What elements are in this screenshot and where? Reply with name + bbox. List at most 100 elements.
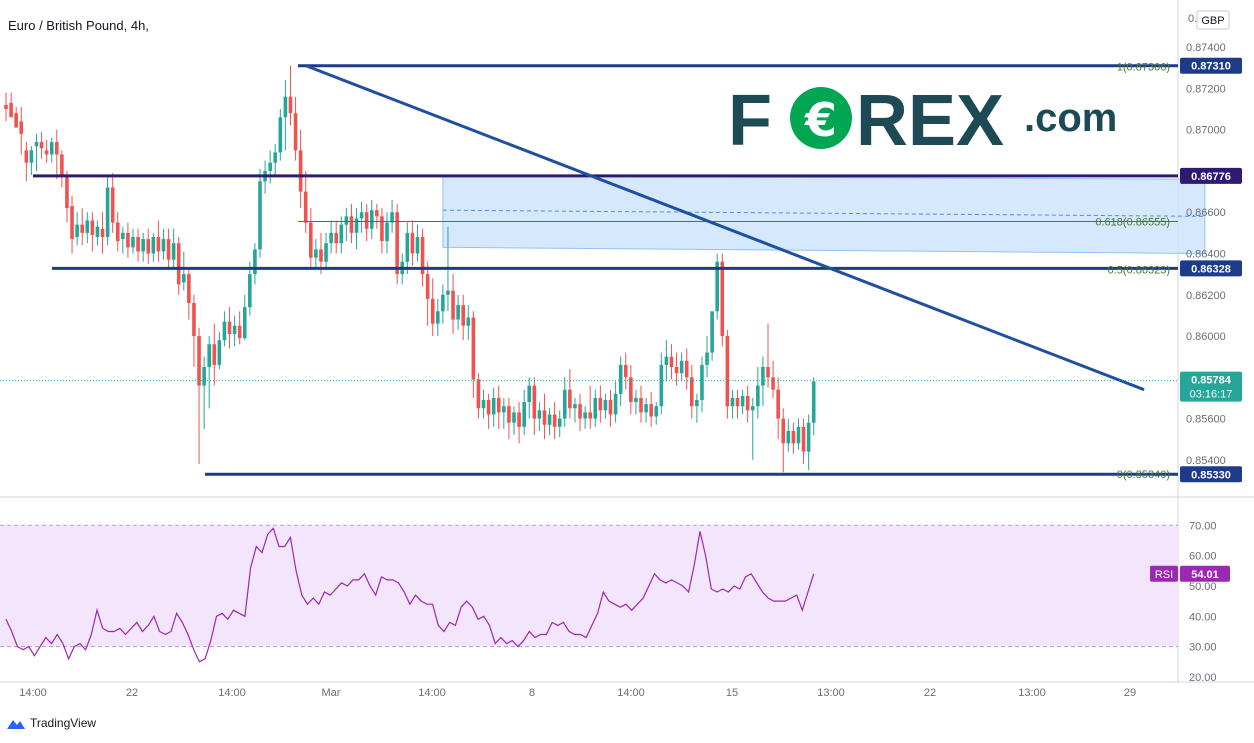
price-axis[interactable]: 0.87400 0.87200 0.87000 0.86600 0.86400 0.862…: [1150, 42, 1242, 684]
candle-body: [806, 422, 811, 452]
candle-body: [745, 395, 750, 411]
candle-body: [700, 364, 704, 401]
candle-body: [212, 344, 217, 365]
candle-body: [786, 430, 791, 444]
candle-body: [95, 226, 100, 237]
currency-button[interactable]: GBP: [1196, 10, 1230, 30]
candle-body: [217, 340, 222, 365]
fib-level-label: 1(0.87306): [1117, 62, 1170, 74]
fib-zone: [442, 175, 1206, 255]
candle-body: [283, 96, 288, 118]
candle-body: [380, 216, 384, 242]
candle-body: [674, 366, 679, 374]
candle-body: [811, 381, 816, 423]
candle-body: [39, 142, 44, 149]
candle-body: [334, 232, 338, 244]
rsi-tick-label: 40.00: [1189, 611, 1217, 623]
price-axis-label-text: 0.85784: [1191, 375, 1232, 387]
price-axis-label-text: 0.86328: [1191, 263, 1231, 275]
candle-body: [34, 142, 39, 147]
candle-body: [496, 397, 501, 413]
candle-body: [476, 379, 481, 409]
candle-body: [151, 236, 156, 254]
candle-body: [720, 261, 725, 337]
candle-body: [547, 414, 552, 425]
candle-body: [654, 406, 659, 417]
candle-body: [781, 418, 786, 444]
candle-body: [349, 216, 354, 233]
candle-body: [598, 397, 603, 411]
candle-body: [588, 412, 592, 419]
candle-body: [121, 232, 125, 240]
time-tick-label: 14:00: [218, 687, 246, 699]
candle-body: [634, 397, 638, 403]
candle-body: [192, 303, 196, 337]
candle-body: [60, 154, 64, 178]
time-tick-label: Mar: [322, 687, 341, 699]
candle-body: [227, 321, 232, 334]
candle-body: [629, 377, 633, 403]
candle-body: [557, 418, 562, 427]
rsi-value-label: 54.01: [1191, 569, 1219, 581]
forex-logo: F € REX .com: [728, 81, 1117, 161]
candle-body: [9, 102, 13, 118]
candle-body: [481, 400, 486, 409]
candle-body: [710, 311, 714, 353]
candle-body: [141, 239, 145, 252]
logo-euro-circle: [790, 87, 852, 149]
candle-body: [669, 356, 674, 367]
candle-body: [248, 274, 252, 308]
time-tick-label: 14:00: [418, 687, 446, 699]
candle-body: [359, 212, 364, 219]
candle-body: [197, 336, 201, 386]
candle-body: [608, 400, 613, 415]
candle-body: [115, 222, 120, 242]
fib-level-label: 0(0.85340): [1117, 469, 1170, 481]
candle-body: [623, 364, 628, 378]
time-tick-label: 29: [1124, 687, 1136, 699]
candle-body: [390, 212, 394, 223]
fib-level-label: 0.5(0.86323): [1108, 264, 1170, 276]
candle-body: [324, 243, 328, 262]
candle-body: [603, 400, 608, 411]
candle-body: [659, 364, 664, 407]
candle-body: [796, 426, 801, 444]
candle-body: [761, 366, 765, 386]
time-tick-label: 14:00: [19, 687, 47, 699]
candle-body: [344, 216, 349, 225]
candle-body: [55, 142, 59, 155]
candle-body: [288, 96, 293, 114]
candle-body: [44, 150, 49, 155]
time-axis[interactable]: 14:00 22 14:00 Mar 14:00 8 14:00 15 13:00 22 13:00…: [19, 687, 1136, 699]
rsi-name-tag: [1150, 565, 1178, 582]
price-axis-label: [1180, 260, 1242, 277]
candle-body: [664, 356, 669, 365]
tradingview-icon: [7, 720, 25, 729]
candle-body: [222, 321, 227, 341]
candle-body: [70, 206, 74, 240]
tradingview-brand[interactable]: TradingView: [6, 716, 96, 730]
candle-body: [456, 305, 460, 320]
candle-body: [649, 404, 653, 417]
candle-body: [573, 404, 577, 409]
candle-body: [176, 243, 181, 285]
candle-body: [232, 325, 237, 334]
candle-body: [756, 385, 760, 407]
candle-body: [258, 181, 262, 250]
candle-body: [375, 210, 379, 217]
fib-zone-area: [442, 175, 1206, 255]
rsi-line: [5, 527, 815, 663]
candle-body: [684, 360, 689, 378]
candle-body: [105, 187, 110, 237]
time-tick-label: 14:00: [617, 687, 645, 699]
rsi-tick-label: 60.00: [1189, 551, 1217, 563]
candle-body: [329, 232, 333, 244]
candle-body: [75, 224, 79, 237]
candle-body: [644, 404, 648, 413]
candle-body: [613, 393, 618, 415]
candle-body: [766, 366, 770, 378]
candle-body: [461, 305, 465, 326]
candle-body: [405, 232, 410, 262]
candle-body: [49, 142, 54, 155]
chart-svg: F € REX .com 1(0.87306) 0.618(0.86555) 0.5…: [0, 0, 1254, 699]
